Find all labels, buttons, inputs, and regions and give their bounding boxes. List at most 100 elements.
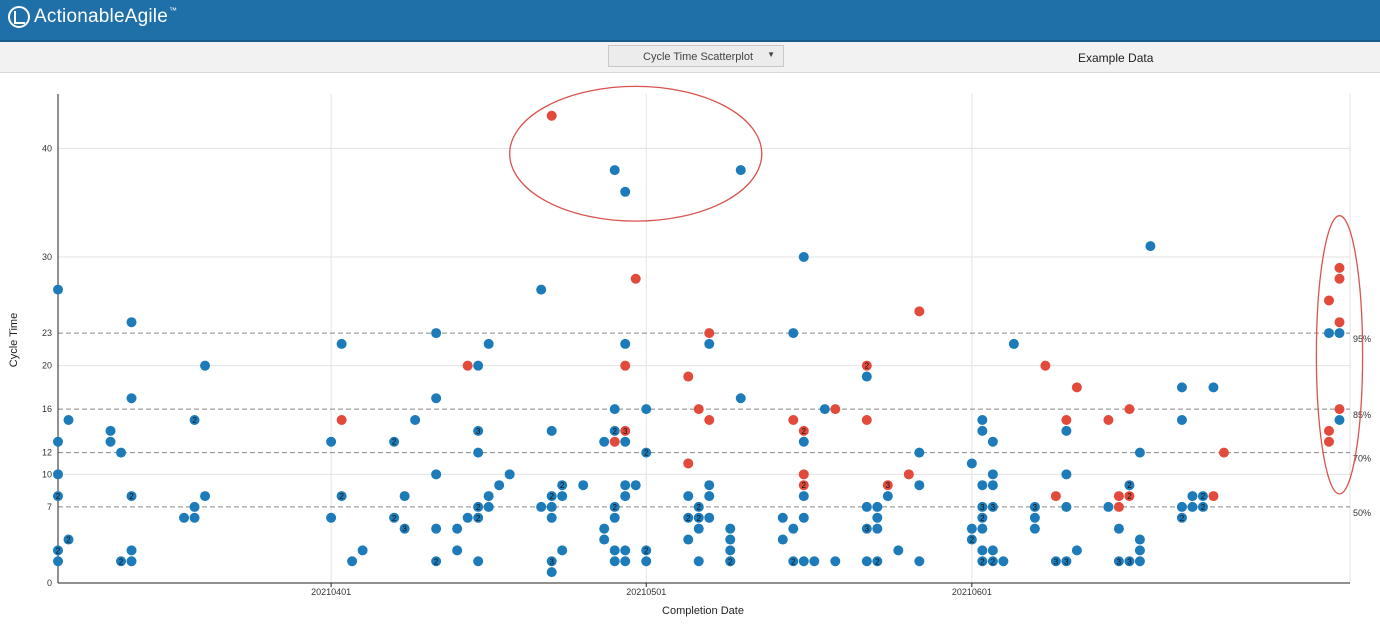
- data-point: [1197, 491, 1208, 502]
- point-count-label: 2: [980, 557, 985, 566]
- point-count-label: 2: [970, 536, 975, 545]
- data-point-red: [609, 436, 620, 447]
- data-point-red: [704, 328, 715, 339]
- highlight-ellipse: [509, 85, 763, 222]
- data-point: [872, 512, 883, 523]
- data-point-red: [693, 404, 704, 415]
- data-point-red: [620, 425, 631, 436]
- data-point: [546, 425, 557, 436]
- data-point-red: [1124, 404, 1135, 415]
- data-point: [1176, 415, 1187, 425]
- data-point-red: [1113, 491, 1124, 502]
- data-point: [609, 545, 620, 556]
- data-point-red: [1103, 415, 1114, 425]
- chart-type-select-value: Cycle Time Scatterplot: [643, 51, 754, 63]
- data-point: [189, 512, 200, 523]
- data-point: [1134, 556, 1145, 567]
- data-point: [987, 556, 998, 567]
- data-point: [609, 556, 620, 567]
- data-point: [357, 545, 368, 556]
- data-point-red: [798, 469, 809, 480]
- point-count-label: 3: [1054, 557, 1059, 566]
- dropdown-arrow-icon: ▼: [767, 50, 775, 59]
- point-count-label: 3: [1064, 557, 1069, 566]
- data-point: [557, 491, 568, 502]
- data-point-red: [620, 360, 631, 371]
- data-point-red: [683, 458, 694, 469]
- data-point: [473, 512, 484, 523]
- data-point: [1029, 523, 1040, 534]
- data-point: [861, 523, 872, 534]
- data-point: [599, 523, 610, 534]
- data-point: [798, 491, 809, 502]
- data-point: [599, 436, 610, 447]
- data-point-red: [683, 371, 694, 382]
- data-point: [473, 425, 484, 436]
- y-tick-label: 16: [42, 404, 52, 414]
- point-count-label: 2: [686, 514, 691, 523]
- data-point: [735, 393, 746, 404]
- data-point: [546, 512, 557, 523]
- data-point: [977, 512, 988, 523]
- data-point: [53, 436, 63, 447]
- data-point: [914, 480, 925, 491]
- data-point: [861, 371, 872, 382]
- y-tick-label: 7: [47, 502, 52, 512]
- data-point: [1334, 328, 1345, 339]
- chart-type-select[interactable]: Cycle Time Scatterplot ▼: [608, 45, 784, 67]
- data-point: [53, 491, 63, 502]
- toolbar: Cycle Time Scatterplot ▼ Example Data: [0, 42, 1380, 73]
- point-count-label: 2: [434, 557, 439, 566]
- data-point: [347, 556, 358, 567]
- data-point: [798, 436, 809, 447]
- data-point: [483, 491, 494, 502]
- point-count-label: 2: [644, 546, 649, 555]
- data-point: [872, 523, 883, 534]
- app-logo[interactable]: ActionableAgile™: [8, 6, 177, 28]
- percentile-label: 85%: [1353, 410, 1371, 420]
- data-point: [1124, 556, 1135, 567]
- data-point: [126, 545, 137, 556]
- data-point: [683, 491, 694, 502]
- data-point: [914, 556, 925, 567]
- data-point: [998, 556, 1009, 567]
- point-count-label: 3: [865, 525, 870, 534]
- point-count-label: 2: [119, 557, 124, 566]
- data-point: [336, 491, 347, 502]
- point-count-label: 2: [392, 514, 397, 523]
- data-point: [473, 556, 484, 567]
- y-axis-title: Cycle Time: [8, 313, 20, 367]
- data-point-red: [630, 273, 641, 284]
- data-point: [546, 556, 557, 567]
- data-point-red: [914, 306, 925, 317]
- data-point: [1187, 501, 1198, 512]
- point-count-label: 2: [1180, 514, 1185, 523]
- data-point: [620, 186, 631, 197]
- chart-annotations: [509, 85, 1364, 495]
- data-point-red: [1323, 436, 1334, 447]
- data-point: [126, 393, 137, 404]
- point-count-label: 3: [549, 557, 554, 566]
- data-point: [798, 252, 809, 262]
- data-point-red: [1323, 425, 1334, 436]
- data-point: [599, 534, 610, 545]
- data-point: [116, 556, 127, 567]
- data-point: [63, 534, 74, 545]
- data-point-red: [1323, 295, 1334, 306]
- data-point: [1208, 382, 1219, 393]
- data-point: [1323, 328, 1334, 339]
- data-point: [1008, 338, 1019, 349]
- data-point: [683, 512, 694, 523]
- data-point: [536, 284, 547, 295]
- point-count-label: 2: [1201, 503, 1206, 512]
- point-count-label: 2: [875, 557, 880, 566]
- data-point: [777, 512, 788, 523]
- data-point: [620, 556, 631, 567]
- data-point-red: [1334, 273, 1345, 284]
- data-point: [693, 556, 704, 567]
- data-point-red: [1061, 415, 1072, 425]
- data-point: [399, 523, 410, 534]
- data-point: [336, 338, 347, 349]
